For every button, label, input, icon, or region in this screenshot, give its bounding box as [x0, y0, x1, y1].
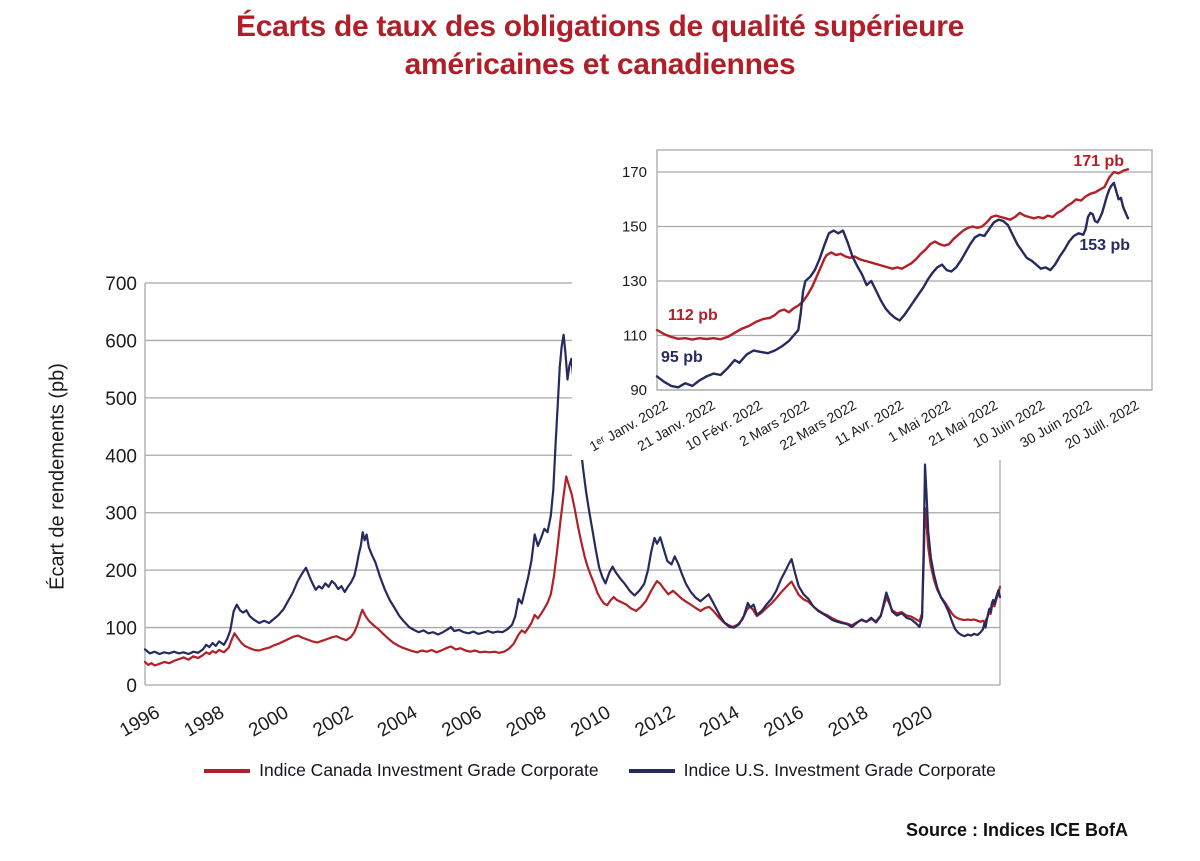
annotation-112-pb: 112 pb: [668, 307, 718, 324]
y-tick-label: 90: [630, 382, 647, 399]
y-tick-label: 300: [105, 504, 137, 525]
annotation-171-pb: 171 pb: [1073, 153, 1124, 170]
legend-label-canada: Indice Canada Investment Grade Corporate: [259, 760, 599, 780]
us-line-swatch: [628, 768, 675, 773]
us-series-line: [143, 333, 1002, 656]
y-tick-label: 150: [622, 219, 647, 236]
canada-series-line: [143, 475, 1002, 667]
legend-item-canada: Indice Canada Investment Grade Corporate: [204, 760, 599, 781]
legend-item-us: Indice U.S. Investment Grade Corporate: [628, 760, 996, 781]
y-tick-label: 600: [105, 331, 137, 352]
inset-background: [572, 134, 1172, 460]
figure-title: Écarts de taux des obligations de qualit…: [0, 8, 1200, 84]
y-tick-label: 200: [105, 561, 137, 582]
legend: Indice Canada Investment Grade Corporate…: [0, 760, 1200, 781]
figure-title-line2: américaines et canadiennes: [404, 48, 796, 81]
y-tick-label: 130: [622, 273, 647, 290]
y-tick-label: 400: [105, 446, 137, 467]
canada-series-line: [655, 168, 1130, 341]
annotation-95-pb: 95 pb: [661, 349, 703, 366]
annotation-153-pb: 153 pb: [1079, 237, 1130, 254]
y-tick-label: 500: [105, 389, 137, 410]
us-series-line: [655, 181, 1130, 389]
y-tick-label: 110: [623, 328, 647, 345]
figure-title-line1: Écarts de taux des obligations de qualit…: [236, 10, 964, 43]
legend-label-us: Indice U.S. Investment Grade Corporate: [683, 760, 996, 780]
y-tick-label: 170: [622, 164, 647, 181]
y-tick-label: 100: [105, 619, 137, 640]
source-note: Source : Indices ICE BofA: [905, 820, 1128, 840]
y-tick-label: 0: [126, 676, 137, 697]
y-tick-label: 700: [105, 274, 137, 295]
plot-border: [656, 149, 1153, 391]
canada-line-swatch: [204, 768, 251, 773]
